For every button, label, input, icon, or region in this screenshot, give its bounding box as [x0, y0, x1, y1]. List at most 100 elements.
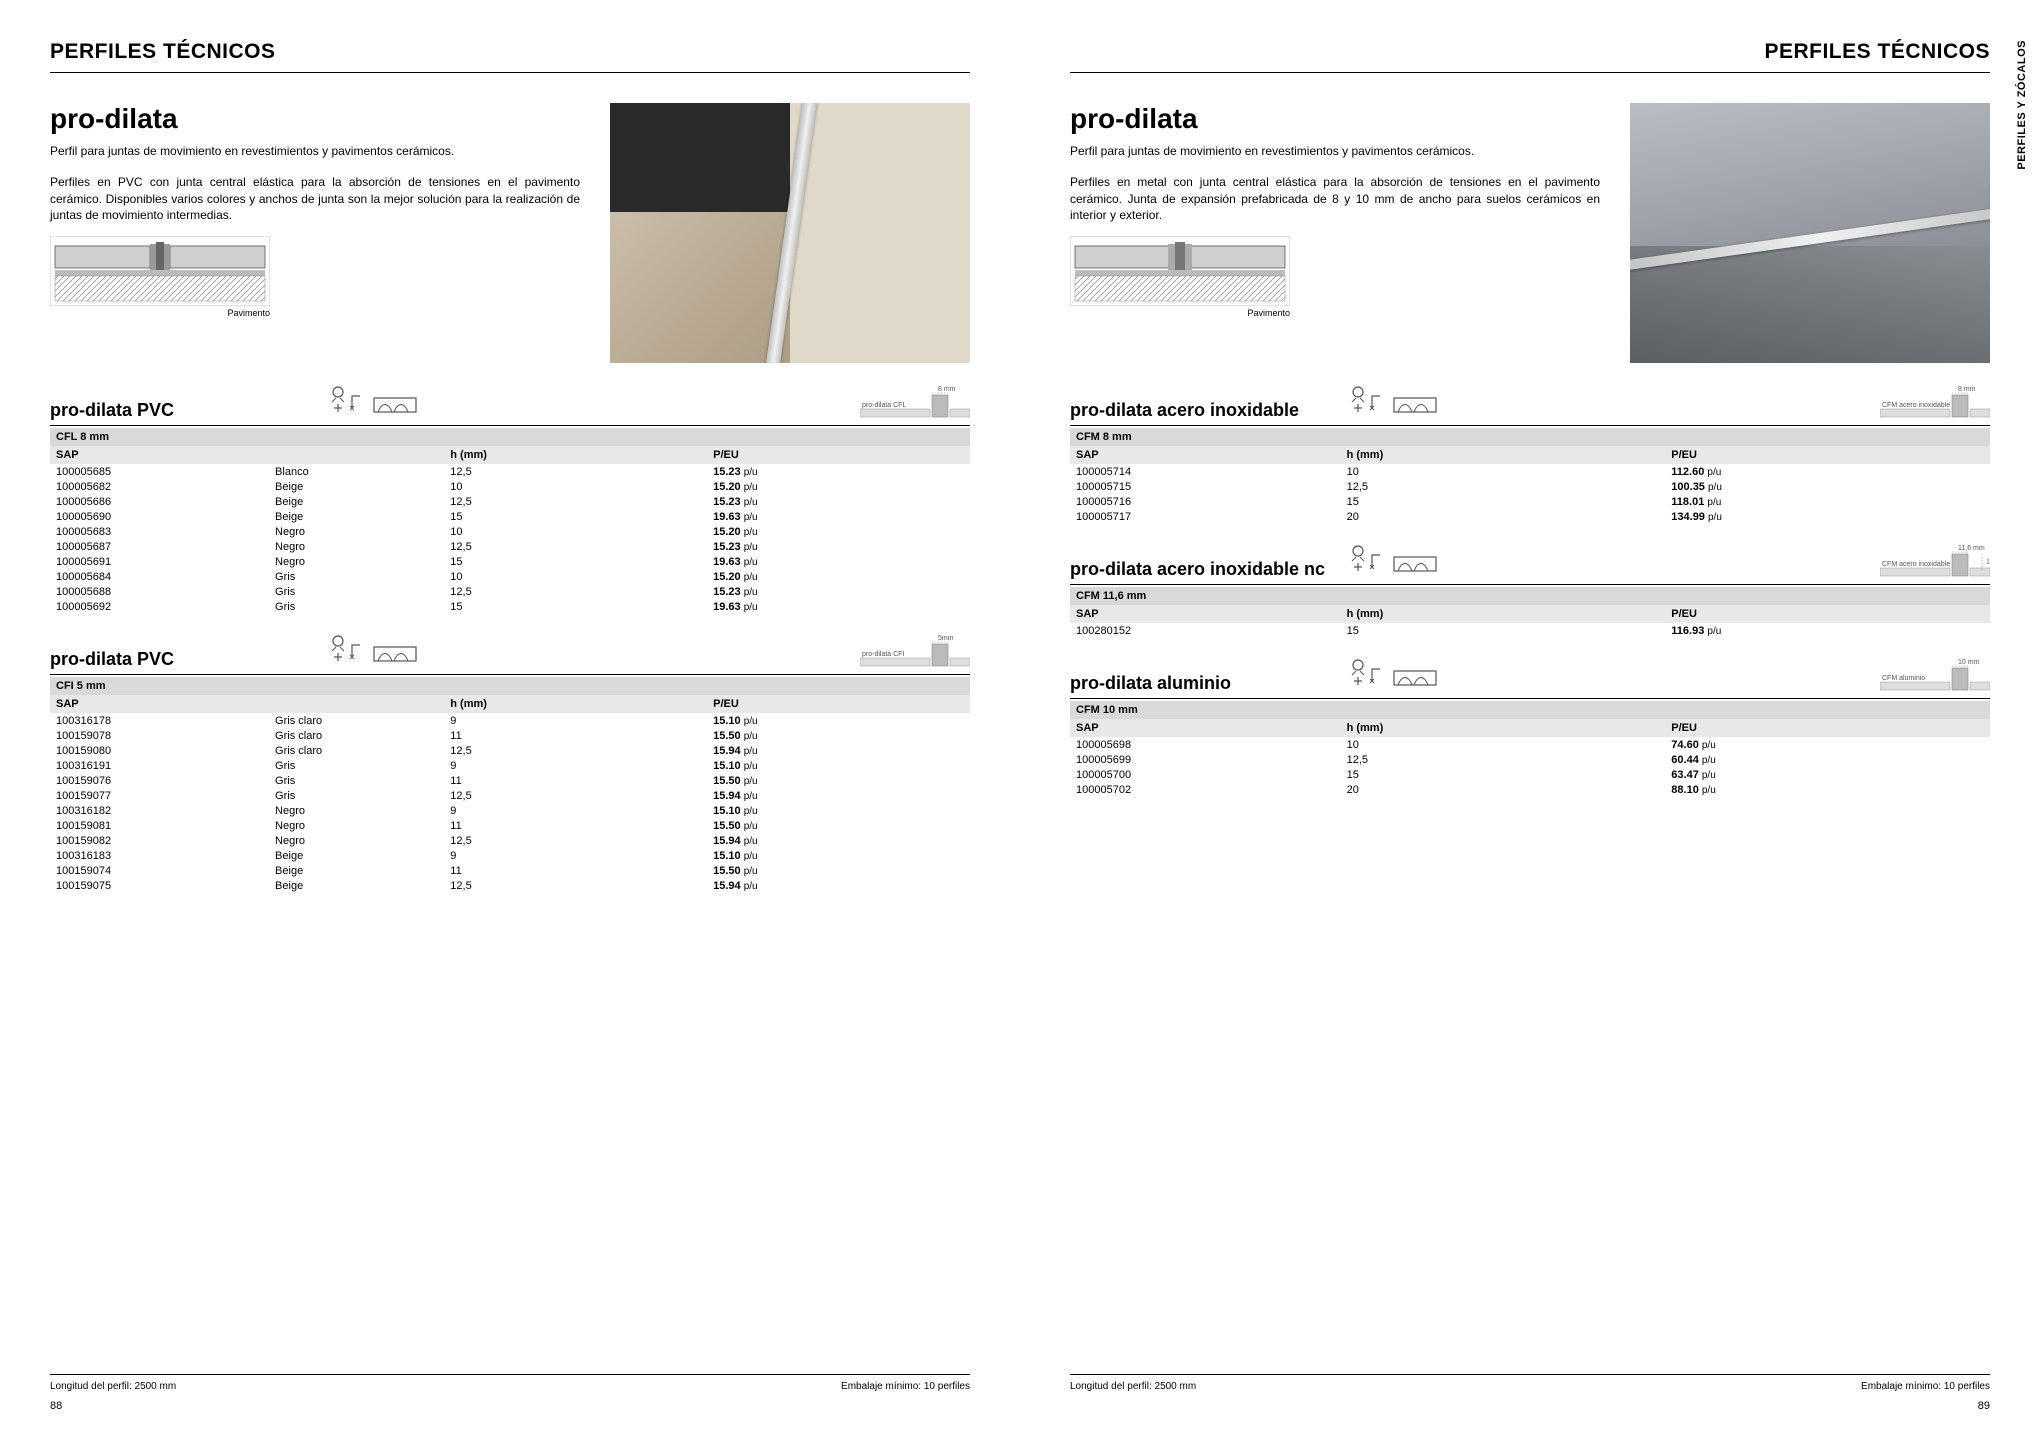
svg-text:CFM acero inoxidable: CFM acero inoxidable: [1882, 561, 1950, 568]
table-row: 10000571615118.01 p/u: [1070, 494, 1990, 509]
table-cell: 12,5: [444, 539, 707, 554]
table-cell: 20: [1341, 782, 1666, 797]
section-mini-diagram: 11,6 mm 15 mm CFM acero inoxidable: [1880, 542, 1990, 580]
section-icons: [1350, 543, 1470, 580]
svg-text:11,6 mm: 11,6 mm: [1958, 545, 1985, 552]
price-cell: 116.93 p/u: [1665, 623, 1990, 638]
table-header: h (mm): [1341, 446, 1666, 464]
table-header: P/EU: [707, 446, 970, 464]
table-row: 100005690Beige1519.63 p/u: [50, 509, 970, 524]
table-header: h (mm): [1341, 719, 1666, 737]
product-title-left: pro-dilata: [50, 103, 580, 135]
page-number-right: 89: [1070, 1400, 1990, 1412]
table-cell: 100005702: [1070, 782, 1341, 797]
table-row: 100159075Beige12,515.94 p/u: [50, 878, 970, 893]
product-text-right: pro-dilata Perfil para juntas de movimie…: [1070, 103, 1600, 363]
price-cell: 112.60 p/u: [1665, 464, 1990, 479]
table-cell: 15: [444, 509, 707, 524]
price-cell: 15.23 p/u: [707, 539, 970, 554]
table-cell: Beige: [269, 878, 444, 893]
table-cell: 100159076: [50, 773, 269, 788]
svg-text:CFM acero inoxidable: CFM acero inoxidable: [1882, 402, 1950, 409]
price-cell: 15.50 p/u: [707, 863, 970, 878]
table-cell: 11: [444, 773, 707, 788]
table-header: h (mm): [444, 695, 707, 713]
table-cell: 100005685: [50, 464, 269, 479]
table-cell: Negro: [269, 818, 444, 833]
product-section: pro-dilata acero inoxidable nc 11,6 mm 1…: [1070, 542, 1990, 638]
table-cell: 9: [444, 803, 707, 818]
product-desc-right: Perfiles en metal con junta central elás…: [1070, 174, 1600, 224]
table-cell: 100159082: [50, 833, 269, 848]
price-cell: 15.94 p/u: [707, 743, 970, 758]
cross-section-diagram-left: [50, 236, 270, 306]
section-mini-diagram: 8 mm CFM acero inoxidable: [1880, 383, 1990, 421]
table-row: 10000569912,560.44 p/u: [1070, 752, 1990, 767]
table-row: 10000571410112.60 p/u: [1070, 464, 1990, 479]
table-header: P/EU: [1665, 719, 1990, 737]
section-title: pro-dilata PVC: [50, 649, 330, 670]
price-cell: 15.10 p/u: [707, 713, 970, 728]
table-cell: 10: [1341, 464, 1666, 479]
footer-left: Longitud del perfil: 2500 mm Embalaje mí…: [50, 1374, 970, 1412]
table-cell: Negro: [269, 554, 444, 569]
table-header: SAP: [50, 446, 269, 464]
table-row: 10000571720134.99 p/u: [1070, 509, 1990, 524]
table-header: h (mm): [444, 446, 707, 464]
table-cell: Gris: [269, 599, 444, 614]
svg-text:8 mm: 8 mm: [1958, 386, 1976, 393]
page-spread: PERFILES TÉCNICOS pro-dilata Perfil para…: [0, 0, 2040, 1442]
price-cell: 100.35 p/u: [1665, 479, 1990, 494]
table-cell: Gris claro: [269, 743, 444, 758]
table-row: 100005685Blanco12,515.23 p/u: [50, 464, 970, 479]
section-mini-diagram: 8 mm pro-dilata CFL: [860, 383, 970, 421]
price-cell: 15.10 p/u: [707, 758, 970, 773]
price-table: SAPh (mm)P/EU10028015215116.93 p/u: [1070, 605, 1990, 638]
price-cell: 134.99 p/u: [1665, 509, 1990, 524]
table-cell: 11: [444, 728, 707, 743]
footer-left-text-r: Longitud del perfil: 2500 mm: [1070, 1381, 1196, 1392]
diagram-caption-left: Pavimento: [50, 308, 270, 318]
svg-text:CFM aluminio: CFM aluminio: [1882, 675, 1925, 682]
section-subheader: CFL 8 mm: [50, 428, 970, 446]
table-cell: 12,5: [1341, 479, 1666, 494]
price-cell: 15.23 p/u: [707, 494, 970, 509]
table-cell: 100005690: [50, 509, 269, 524]
table-cell: 100005717: [1070, 509, 1341, 524]
table-header: SAP: [50, 695, 269, 713]
table-row: 100159076Gris1115.50 p/u: [50, 773, 970, 788]
table-cell: 12,5: [444, 878, 707, 893]
svg-text:pro-dilata CFL: pro-dilata CFL: [862, 402, 906, 409]
table-row: 100005686Beige12,515.23 p/u: [50, 494, 970, 509]
table-header: P/EU: [1665, 605, 1990, 623]
table-header: [269, 695, 444, 713]
price-cell: 15.20 p/u: [707, 479, 970, 494]
table-cell: Negro: [269, 833, 444, 848]
table-cell: 9: [444, 848, 707, 863]
table-row: 100316178Gris claro915.10 p/u: [50, 713, 970, 728]
section-icons: [330, 633, 450, 670]
table-cell: 9: [444, 758, 707, 773]
table-cell: 100005692: [50, 599, 269, 614]
table-row: 100005682Beige1015.20 p/u: [50, 479, 970, 494]
price-table: SAPh (mm)P/EU1000056981074.60 p/u1000056…: [1070, 719, 1990, 797]
table-header: P/EU: [707, 695, 970, 713]
svg-text:15 mm: 15 mm: [1986, 559, 1990, 566]
price-cell: 74.60 p/u: [1665, 737, 1990, 752]
price-cell: 15.23 p/u: [707, 584, 970, 599]
price-cell: 15.20 p/u: [707, 569, 970, 584]
price-cell: 15.50 p/u: [707, 728, 970, 743]
header-right: PERFILES TÉCNICOS: [1070, 40, 1990, 73]
product-subtitle-left: Perfil para juntas de movimiento en reve…: [50, 143, 580, 160]
table-cell: 15: [1341, 494, 1666, 509]
table-cell: 100005683: [50, 524, 269, 539]
table-header: SAP: [1070, 719, 1341, 737]
table-cell: 11: [444, 863, 707, 878]
price-cell: 118.01 p/u: [1665, 494, 1990, 509]
footer-right: Longitud del perfil: 2500 mm Embalaje mí…: [1070, 1374, 1990, 1412]
table-cell: 100005699: [1070, 752, 1341, 767]
table-cell: 10: [1341, 737, 1666, 752]
table-cell: Gris: [269, 758, 444, 773]
footer-right-text: Embalaje mínimo: 10 perfiles: [841, 1381, 970, 1392]
table-cell: 100005687: [50, 539, 269, 554]
